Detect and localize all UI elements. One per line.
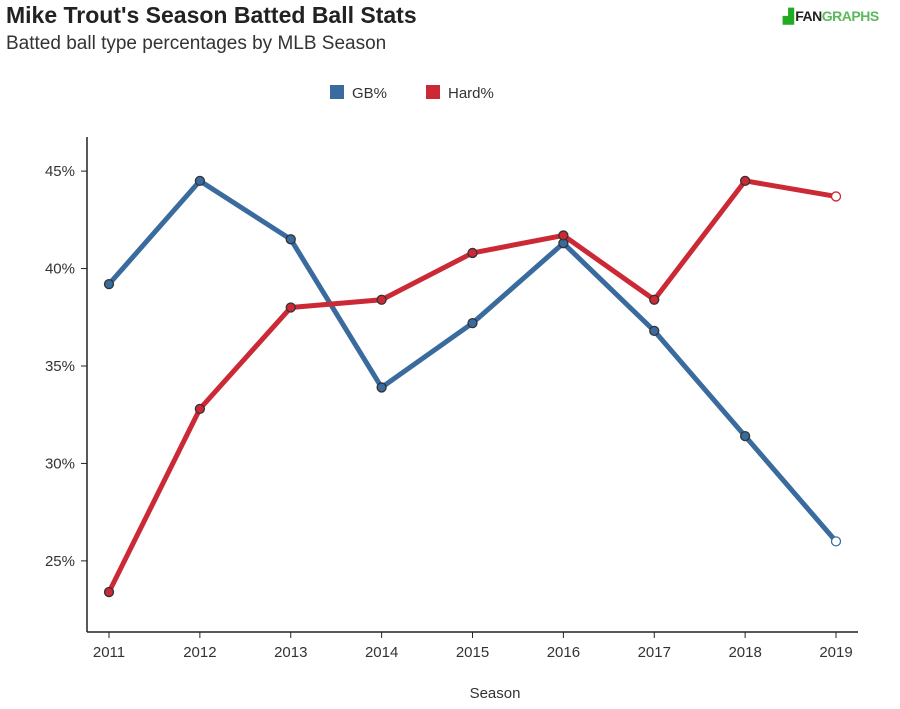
data-point	[558, 230, 569, 241]
y-tick-label: 40%	[45, 261, 75, 278]
data-point	[649, 325, 660, 337]
data-point	[830, 191, 842, 202]
y-tick-label: 35%	[45, 358, 75, 375]
x-axis-label: Season	[470, 685, 521, 702]
data-point	[467, 247, 478, 259]
x-tick-label: 2013	[274, 644, 307, 661]
fangraphs-logo: ▟ FANGRAPHS	[783, 8, 879, 24]
x-tick-label: 2011	[93, 644, 125, 661]
data-point	[285, 234, 296, 245]
data-point	[739, 430, 751, 442]
y-tick-label: 45%	[45, 163, 75, 180]
data-point	[103, 278, 115, 290]
data-point	[376, 382, 387, 393]
data-point	[194, 175, 206, 186]
data-point	[376, 294, 387, 305]
series-line-Hard%	[106, 178, 837, 594]
legend-swatch-GB%	[330, 85, 344, 99]
x-tick-label: 2015	[456, 644, 489, 661]
x-tick-label: 2014	[365, 644, 398, 661]
y-tick-label: 25%	[45, 553, 75, 570]
data-point	[103, 586, 115, 598]
legend-label: Hard%	[448, 85, 494, 102]
x-tick-label: 2012	[183, 644, 216, 661]
data-point	[467, 317, 478, 329]
data-point	[194, 403, 206, 415]
x-tick-label: 2019	[819, 644, 852, 661]
data-point	[830, 536, 842, 547]
legend-label: GB%	[352, 85, 387, 102]
x-tick-label: 2017	[638, 644, 671, 661]
chart-subtitle: Batted ball type percentages by MLB Seas…	[6, 33, 387, 54]
data-point	[649, 294, 660, 305]
x-tick-label: 2016	[547, 644, 580, 661]
y-tick-label: 30%	[45, 455, 75, 472]
series-line-GB%	[107, 178, 838, 544]
x-tick-label: 2018	[728, 644, 761, 661]
chart-title: Mike Trout's Season Batted Ball Stats	[6, 2, 417, 28]
data-point	[739, 175, 751, 186]
legend-swatch-Hard%	[426, 85, 440, 99]
data-point	[285, 302, 296, 313]
logo-icon: ▟	[783, 8, 794, 24]
